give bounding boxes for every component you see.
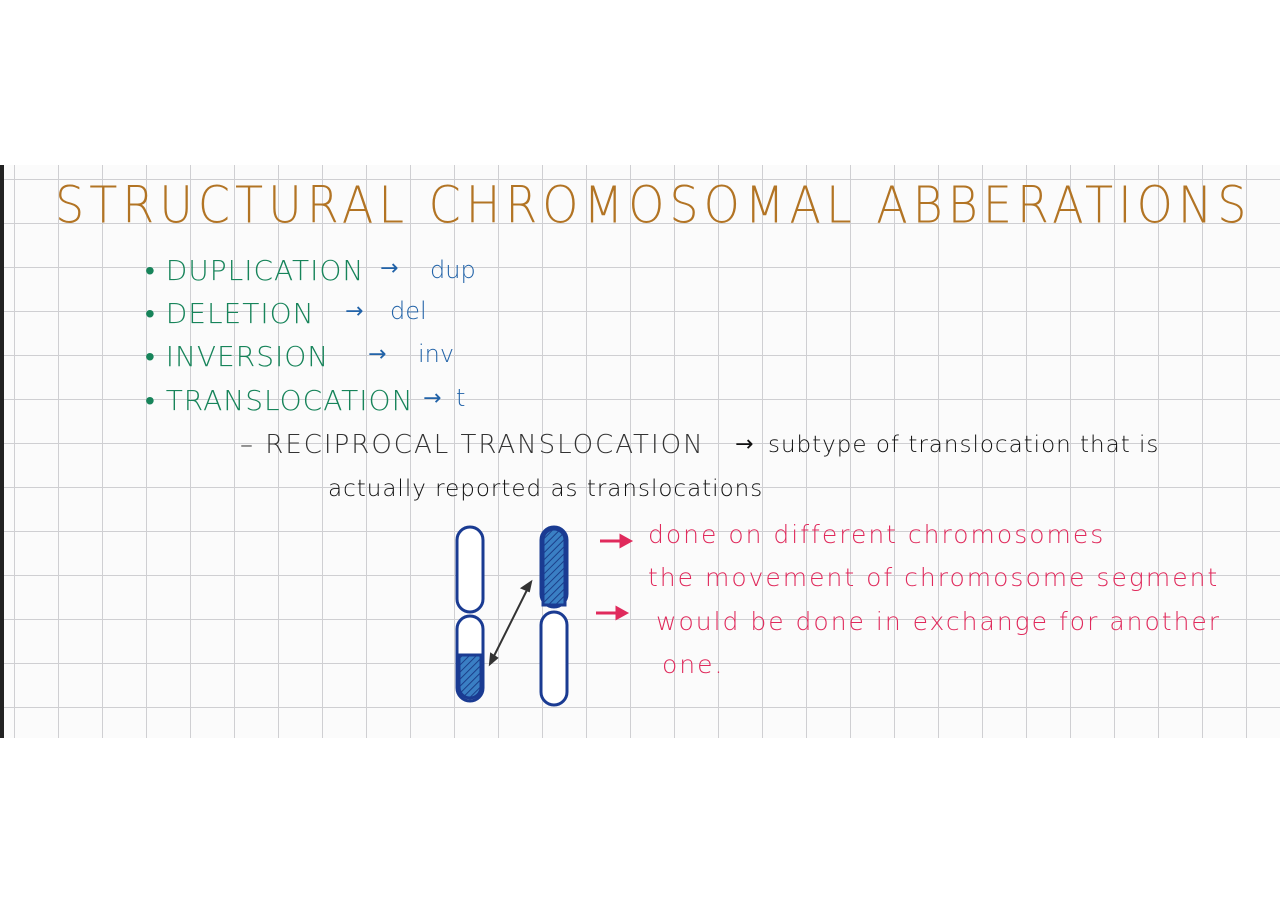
note: done on different chromosomes [648, 520, 1106, 549]
note: one. [662, 650, 725, 679]
term: DELETION [165, 297, 315, 330]
arrows [596, 533, 634, 621]
term: DUPLICATION [165, 254, 365, 287]
arrow: → [735, 432, 754, 457]
note: the movement of chromosome segment [648, 563, 1220, 592]
title: STRUCTURAL CHROMOSOMAL ABBERATIONS [55, 175, 1252, 235]
abbreviation: dup [430, 256, 476, 284]
chromosome [539, 525, 569, 707]
double-arrow [488, 579, 533, 667]
chromosome [455, 525, 485, 703]
term: INVERSION [165, 340, 330, 373]
note: would be done in exchange for another [656, 607, 1222, 636]
abbreviation: inv [418, 340, 455, 368]
grid-paper [0, 165, 1280, 738]
bullet-term: • DELETION [145, 297, 315, 330]
subtype-term: – RECIPROCAL TRANSLOCATION [240, 430, 705, 460]
arrow: → [368, 342, 387, 367]
abbreviation: t [456, 384, 466, 412]
abbreviation: del [390, 297, 427, 325]
description: actually reported as translocations [328, 476, 764, 502]
description: subtype of translocation that is [768, 432, 1160, 458]
bullet-term: • TRANSLOCATION [145, 384, 414, 417]
arrow: → [423, 386, 442, 411]
term: TRANSLOCATION [165, 384, 414, 417]
arrow: → [380, 256, 399, 281]
bullet-term: • INVERSION [145, 340, 330, 373]
arrow: → [345, 299, 364, 324]
term: RECIPROCAL TRANSLOCATION [265, 430, 705, 460]
bullet-term: • DUPLICATION [145, 254, 365, 287]
